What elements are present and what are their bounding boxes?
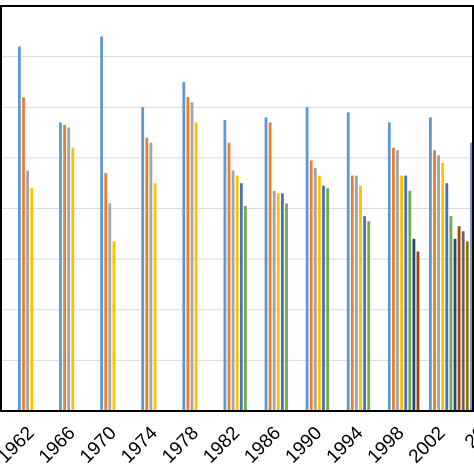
- bar-1970-series-4: [112, 241, 116, 411]
- bar-1990-series-2: [309, 160, 313, 411]
- axes: [0, 5, 474, 412]
- bar-1990-series-4: [318, 175, 321, 411]
- x-tick-label: 1994: [323, 422, 368, 467]
- bar-1970-series-3: [108, 203, 112, 411]
- bar-1978-series-3: [190, 102, 194, 411]
- bar-20-series-1: [470, 142, 473, 411]
- bar-1998-series-3: [396, 150, 399, 411]
- bar-1978-series-4: [194, 122, 198, 411]
- bar-1974-series-1: [141, 107, 145, 411]
- bar-1974-series-4: [153, 183, 157, 411]
- bar-1990-series-6: [326, 188, 329, 411]
- bar-1966-series-4: [71, 147, 75, 411]
- x-tick-label: 1966: [35, 423, 80, 468]
- bar-1998-series-4: [400, 175, 403, 411]
- bar-1990-series-3: [313, 168, 317, 411]
- bar-1982-series-1: [223, 119, 227, 411]
- bar-1998-series-5: [404, 175, 408, 411]
- x-tick-label: 1990: [282, 423, 327, 468]
- bar-1974-series-2: [145, 137, 149, 411]
- x-tick-label: 1978: [158, 423, 203, 468]
- bar-1998-series-1: [387, 122, 391, 411]
- bar-2002-series-1: [429, 117, 432, 411]
- bar-1982-series-5: [239, 183, 243, 411]
- bar-1994-series-5: [363, 216, 366, 411]
- bar-1982-series-3: [231, 170, 235, 411]
- bar-2002-series-7: [453, 238, 457, 411]
- x-tick-label: 1998: [364, 423, 409, 468]
- bar-1962-series-3: [26, 170, 29, 411]
- bar-1998-series-7: [412, 238, 416, 411]
- bar-1998-series-2: [392, 147, 395, 411]
- bar-1994-series-6: [367, 221, 371, 411]
- bar-1982-series-4: [235, 175, 239, 411]
- bar-2002-series-4: [441, 162, 445, 411]
- x-tick-label: 20: [461, 423, 474, 453]
- bar-2002-series-6: [449, 216, 453, 411]
- bar-1982-series-2: [227, 142, 231, 411]
- bar-1990-series-1: [305, 107, 309, 411]
- bar-1986-series-6: [285, 203, 288, 411]
- bar-1986-series-3: [272, 190, 276, 411]
- bar-1986-series-1: [264, 117, 268, 411]
- x-tick-label: 2002: [405, 423, 450, 468]
- bar-1962-series-1: [18, 46, 21, 411]
- bar-1986-series-2: [268, 122, 272, 411]
- bar-1962-series-2: [22, 97, 25, 411]
- bar-1994-series-2: [350, 175, 354, 411]
- bar-1994-series-3: [355, 175, 358, 411]
- bar-1966-series-1: [59, 122, 62, 411]
- bar-1974-series-3: [149, 142, 153, 411]
- x-tick-label: 1974: [117, 422, 162, 467]
- bar-2002-series-10: [465, 241, 469, 411]
- bar-1970-series-1: [100, 36, 103, 411]
- x-tick-label: 1982: [199, 423, 244, 468]
- bar-1998-series-6: [408, 190, 412, 411]
- bar-1998-series-8: [416, 251, 420, 411]
- bar-1990-series-5: [322, 185, 325, 411]
- x-tick-labels: 1962196619701974197819821986199019941998…: [0, 422, 474, 467]
- bar-2002-series-2: [433, 150, 436, 411]
- x-tick-label: 1970: [76, 423, 121, 468]
- bar-1970-series-2: [104, 173, 108, 411]
- bar-1994-series-1: [346, 112, 350, 411]
- bar-2002-series-3: [437, 155, 440, 411]
- bar-2002-series-5: [445, 183, 449, 411]
- bar-1978-series-2: [186, 97, 190, 411]
- x-tick-label: 1962: [0, 423, 39, 468]
- x-tick-label: 1986: [240, 423, 285, 468]
- bar-1966-series-3: [67, 127, 71, 411]
- plot-frame: [0, 5, 474, 412]
- bar-1982-series-6: [244, 205, 247, 411]
- bar-marks: [18, 36, 473, 411]
- bar-1962-series-4: [30, 188, 34, 411]
- bar-2002-series-8: [457, 226, 461, 411]
- bar-1966-series-2: [63, 124, 66, 411]
- bar-1978-series-1: [182, 81, 186, 411]
- bar-1986-series-5: [281, 193, 284, 411]
- bar-1994-series-4: [359, 185, 362, 411]
- bar-1986-series-4: [276, 193, 280, 411]
- bar-2002-series-9: [461, 231, 465, 411]
